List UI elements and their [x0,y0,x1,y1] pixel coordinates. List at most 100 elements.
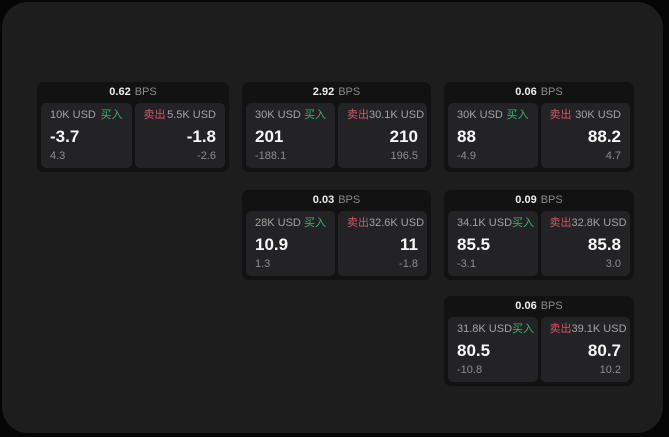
sell-quote-panel[interactable]: 卖出 39.1K USD 80.7 10.2 [540,317,630,382]
sell-delta: -1.8 [399,258,418,270]
buy-delta: 1.3 [255,258,271,270]
sell-delta: 4.7 [605,150,621,162]
sell-panel-top-row: 卖出 30.1K USD [347,109,424,121]
buy-side-label: 买入 [512,323,535,335]
buy-delta: -3.1 [457,258,476,270]
sell-price: 85.8 [587,234,621,254]
bps-value: 0.06 [515,300,537,312]
buy-side-label: 买入 [512,217,535,229]
bps-unit: BPS [540,300,563,312]
card-body: 30K USD 买入 201 -188.1 卖出 30.1K USD 210 1… [242,103,431,172]
buy-delta: 4.3 [50,150,66,162]
bps-unit: BPS [540,194,563,206]
sell-price: 210 [389,126,418,146]
card-body: 10K USD 买入 -3.7 4.3 卖出 5.5K USD -1.8 -2.… [37,103,229,172]
card-body: 34.1K USD 买入 85.5 -3.1 卖出 32.8K USD 85.8… [444,211,634,280]
buy-quote-panel[interactable]: 28K USD 买入 10.9 1.3 [246,211,335,276]
sell-delta: 10.2 [599,364,621,376]
buy-price: 10.9 [255,234,289,254]
sell-quote-panel[interactable]: 卖出 30.1K USD 210 196.5 [338,103,427,168]
buy-quote-panel[interactable]: 34.1K USD 买入 85.5 -3.1 [448,211,538,276]
buy-side-label: 买入 [100,109,123,121]
sell-side-label: 卖出 [347,109,369,121]
sell-price: 80.7 [587,340,621,360]
sell-panel-top-row: 卖出 32.8K USD [549,217,627,229]
bps-unit: BPS [338,86,361,98]
sell-quote-panel[interactable]: 卖出 30K USD 88.2 4.7 [540,103,630,168]
bps-value: 0.62 [109,86,131,98]
bps-value: 0.06 [515,86,537,98]
sell-price: -1.8 [186,126,216,146]
buy-panel-top-row: 31.8K USD 买入 [457,323,534,335]
sell-panel-top-row: 卖出 32.6K USD [347,217,424,229]
quote-card: 0.03 BPS 28K USD 买入 10.9 1.3 卖出 32.6K US… [242,190,431,280]
quote-card: 0.62 BPS 10K USD 买入 -3.7 4.3 卖出 5.5K USD… [37,82,229,172]
card-header: 2.92 BPS [242,82,431,103]
buy-price: 201 [255,126,284,146]
sell-amount: 30K USD [575,109,621,121]
sell-delta: 3.0 [605,258,621,270]
buy-delta: -188.1 [255,150,287,162]
buy-price: -3.7 [50,126,80,146]
quote-card: 0.06 BPS 30K USD 买入 88 -4.9 卖出 30K USD 8… [444,82,634,172]
card-body: 30K USD 买入 88 -4.9 卖出 30K USD 88.2 4.7 [444,103,634,172]
buy-amount: 28K USD [255,217,301,229]
card-body: 31.8K USD 买入 80.5 -10.8 卖出 39.1K USD 80.… [444,317,634,386]
sell-delta: 196.5 [390,150,418,162]
buy-side-label: 买入 [506,109,529,121]
buy-side-label: 买入 [304,109,326,121]
quote-card: 2.92 BPS 30K USD 买入 201 -188.1 卖出 30.1K … [242,82,431,172]
buy-amount: 31.8K USD [457,323,513,335]
sell-amount: 30.1K USD [369,109,425,121]
sell-side-label: 卖出 [549,323,572,335]
sell-quote-panel[interactable]: 卖出 32.8K USD 85.8 3.0 [540,211,630,276]
card-header: 0.09 BPS [444,190,634,211]
buy-quote-panel[interactable]: 31.8K USD 买入 80.5 -10.8 [448,317,538,382]
buy-panel-top-row: 34.1K USD 买入 [457,217,534,229]
buy-price: 85.5 [457,234,491,254]
card-header: 0.62 BPS [37,82,229,103]
sell-side-label: 卖出 [549,109,572,121]
buy-panel-top-row: 30K USD 买入 [255,110,326,121]
buy-delta: -4.9 [457,150,476,162]
sell-side-label: 卖出 [549,217,572,229]
card-body: 28K USD 买入 10.9 1.3 卖出 32.6K USD 11 -1.8 [242,211,431,280]
bps-unit: BPS [540,86,563,98]
sell-amount: 32.8K USD [571,217,627,229]
buy-panel-top-row: 30K USD 买入 [457,110,529,121]
buy-price: 88 [457,126,476,146]
sell-quote-panel[interactable]: 卖出 32.6K USD 11 -1.8 [338,211,427,276]
sell-delta: -2.6 [197,150,216,162]
buy-quote-panel[interactable]: 10K USD 买入 -3.7 4.3 [41,103,132,168]
bps-unit: BPS [338,194,361,206]
bps-value: 0.09 [515,194,537,206]
buy-delta: -10.8 [457,364,483,376]
bps-value: 0.03 [312,194,335,206]
buy-panel-top-row: 10K USD 买入 [50,110,123,121]
buy-panel-top-row: 28K USD 买入 [255,218,326,229]
sell-quote-panel[interactable]: 卖出 5.5K USD -1.8 -2.6 [134,103,225,168]
sell-amount: 5.5K USD [167,109,216,121]
sell-amount: 32.6K USD [369,217,425,229]
quote-card: 0.09 BPS 34.1K USD 买入 85.5 -3.1 卖出 32.8K… [444,190,634,280]
buy-amount: 30K USD [255,109,301,121]
card-header: 0.06 BPS [444,296,634,317]
buy-side-label: 买入 [304,217,326,229]
buy-quote-panel[interactable]: 30K USD 买入 201 -188.1 [246,103,335,168]
buy-amount: 30K USD [457,109,503,121]
buy-price: 80.5 [457,340,491,360]
sell-side-label: 卖出 [143,109,166,121]
card-header: 0.06 BPS [444,82,634,103]
buy-amount: 34.1K USD [457,217,513,229]
bps-unit: BPS [134,86,157,98]
sell-panel-top-row: 卖出 39.1K USD [549,323,627,335]
sell-panel-top-row: 卖出 5.5K USD [144,110,217,121]
sell-panel-top-row: 卖出 30K USD [550,110,622,121]
sell-side-label: 卖出 [347,217,369,229]
sell-amount: 39.1K USD [571,323,627,335]
card-header: 0.03 BPS [242,190,431,211]
sell-price: 11 [400,234,418,254]
quote-card: 0.06 BPS 31.8K USD 买入 80.5 -10.8 卖出 39.1… [444,296,634,386]
buy-quote-panel[interactable]: 30K USD 买入 88 -4.9 [448,103,538,168]
